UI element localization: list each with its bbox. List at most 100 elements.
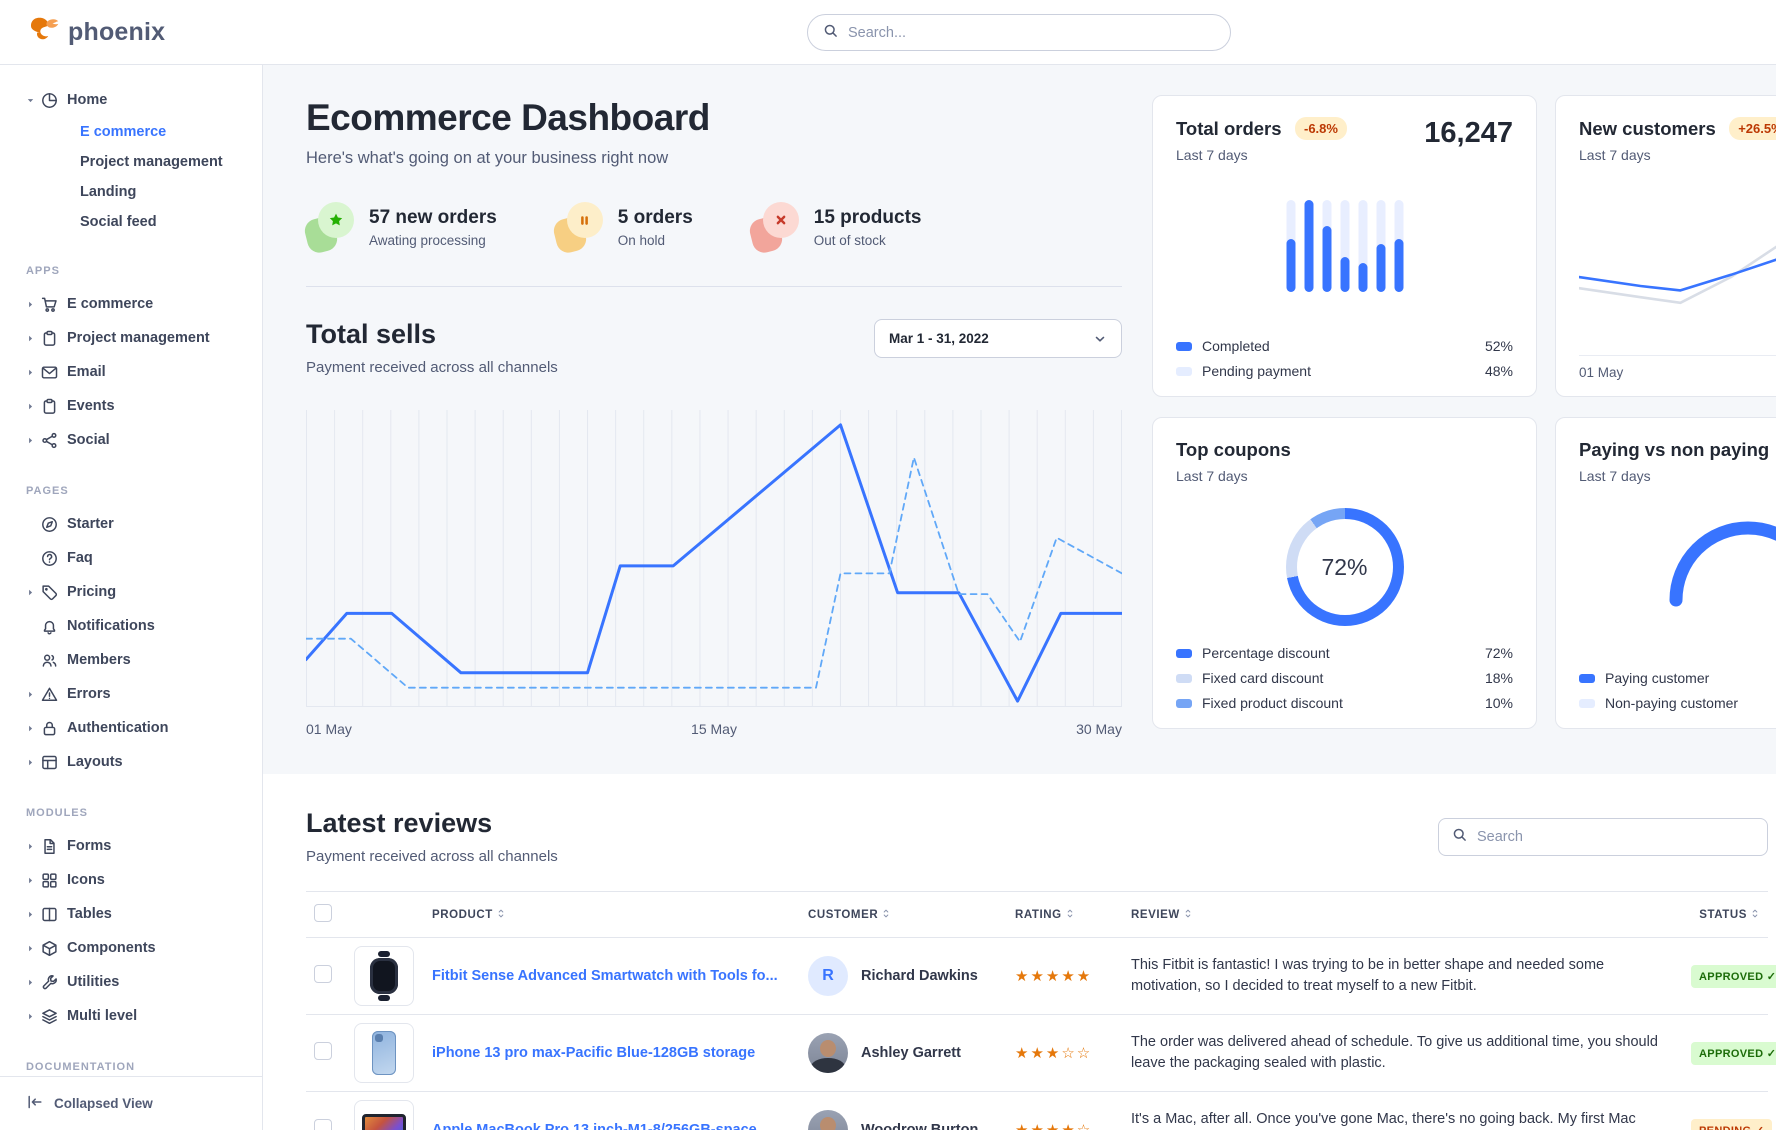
reviews-title: Latest reviews: [306, 808, 493, 838]
row-checkbox[interactable]: [314, 1118, 332, 1130]
product-image-tablet[interactable]: [354, 1100, 414, 1130]
avatar-photo[interactable]: [808, 1033, 848, 1073]
sidebar-item-social[interactable]: Social: [26, 423, 252, 457]
column-header-product[interactable]: PRODUCT: [424, 891, 800, 938]
caret-right-icon: [26, 1012, 41, 1021]
stat-5-orders: 5 orders On hold: [551, 202, 693, 256]
sidebar-item-tables[interactable]: Tables: [26, 897, 252, 931]
question-circle-icon: [41, 550, 67, 567]
avatar-photo[interactable]: [808, 1110, 848, 1130]
column-label: RATING: [1015, 908, 1062, 921]
sidebar-item-errors[interactable]: Errors: [26, 677, 252, 711]
sidebar-item-faq[interactable]: Faq: [26, 541, 252, 575]
caret-right-icon: [26, 588, 41, 597]
product-link[interactable]: Fitbit Sense Advanced Smartwatch with To…: [432, 968, 778, 984]
total-sells-chart: 01 May 15 May 30 May: [304, 410, 1124, 737]
new-customers-change-badge: +26.5%: [1729, 117, 1776, 140]
new-customers-title: New customers: [1579, 118, 1716, 139]
legend-swatch: [1579, 673, 1595, 683]
sidebar-item-multi-level[interactable]: Multi level: [26, 999, 252, 1033]
customer-name: Ashley Garrett: [861, 1045, 961, 1061]
sidebar-item-label: Project management: [67, 330, 210, 346]
row-checkbox[interactable]: [314, 964, 332, 983]
sidebar-item-home[interactable]: Home: [26, 83, 252, 117]
stat-value: 15 products: [813, 206, 922, 228]
status-badge: APPROVED ✓: [1691, 1041, 1776, 1065]
global-search[interactable]: [807, 14, 1231, 51]
card-top-coupons: Top coupons Last 7 days 72% Percentage d…: [1152, 417, 1537, 729]
new-customers-period: Last 7 days: [1579, 147, 1651, 163]
sidebar-item-forms[interactable]: Forms: [26, 829, 252, 863]
product-link[interactable]: Apple MacBook Pro 13 inch-M1-8/256GB-spa…: [432, 1122, 757, 1130]
sidebar-item-events[interactable]: Events: [26, 389, 252, 423]
sidebar-section-pages: PAGES: [26, 485, 69, 497]
column-header-status[interactable]: STATUS: [1683, 891, 1768, 938]
stat-caption: On hold: [617, 232, 666, 248]
sidebar-item-notifications[interactable]: Notifications: [26, 609, 252, 643]
sidebar-item-label: Utilities: [67, 974, 120, 990]
sidebar-item-pricing[interactable]: Pricing: [26, 575, 252, 609]
avatar-initial[interactable]: R: [808, 956, 848, 996]
order-bar: [1394, 200, 1403, 292]
sort-icon: [1065, 909, 1075, 922]
total-sells-x-axis: 01 May 15 May 30 May: [306, 721, 1122, 737]
total-orders-bar-chart: [1286, 200, 1403, 292]
sidebar-item-layouts[interactable]: Layouts: [26, 745, 252, 779]
rating-stars: ★★★★☆: [1015, 1121, 1093, 1130]
product-image-smartwatch[interactable]: [354, 946, 414, 1006]
sidebar-item-starter[interactable]: Starter: [26, 507, 252, 541]
sidebar-subitem-project-management[interactable]: Project management: [80, 154, 223, 170]
stats-row: 57 new orders Awating processing 5 orders O…: [302, 202, 1122, 256]
clipboard-icon: [41, 398, 67, 415]
sort-icon: [1750, 909, 1760, 922]
sidebar-subitem-landing[interactable]: Landing: [80, 184, 137, 200]
sidebar-subitem-social-feed[interactable]: Social feed: [80, 214, 157, 230]
select-all-checkbox[interactable]: [314, 904, 332, 922]
sidebar-item-members[interactable]: Members: [26, 643, 252, 677]
legend-value: 52%: [1484, 338, 1513, 354]
column-header-review[interactable]: REVIEW: [1123, 891, 1683, 938]
paying-title: Paying vs non paying: [1579, 439, 1770, 460]
top-navbar: phoenix: [0, 0, 1776, 65]
pause-stat-icon: [551, 202, 603, 256]
reviews-search[interactable]: [1438, 817, 1768, 856]
sidebar-item-icons[interactable]: Icons: [26, 863, 252, 897]
legend-fixed-product-discount: Fixed product discount 10%: [1176, 695, 1513, 711]
product-image-phone[interactable]: [354, 1023, 414, 1083]
collapse-view-toggle[interactable]: Collapsed View: [0, 1076, 262, 1130]
top-coupons-title: Top coupons: [1176, 439, 1291, 460]
sidebar-item-authentication[interactable]: Authentication: [26, 711, 252, 745]
phoenix-logo-icon: [28, 16, 59, 48]
order-bar: [1340, 200, 1349, 292]
column-header-rating[interactable]: RATING: [1007, 891, 1123, 938]
global-search-input[interactable]: [848, 24, 1215, 41]
new-customers-line-chart: [1577, 221, 1776, 338]
sidebar-item-email[interactable]: Email: [26, 355, 252, 389]
legend-value: 48%: [1484, 363, 1513, 379]
date-range-select[interactable]: Mar 1 - 31, 2022: [874, 319, 1122, 358]
column-header-customer[interactable]: CUSTOMER: [800, 891, 1007, 938]
sidebar-section-documentation: DOCUMENTATION: [26, 1061, 136, 1073]
stat-caption: Out of stock: [813, 232, 886, 248]
sidebar-item-label: Notifications: [67, 618, 155, 634]
date-range-value: Mar 1 - 31, 2022: [889, 331, 989, 346]
brand[interactable]: phoenix: [28, 16, 165, 48]
sidebar-item-project-management[interactable]: Project management: [26, 321, 252, 355]
caret-right-icon: [26, 300, 41, 309]
caret-right-icon: [26, 910, 41, 919]
status-badge: APPROVED ✓: [1691, 964, 1776, 988]
caret-right-icon: [26, 724, 41, 733]
sidebar-subitem-e-commerce[interactable]: E commerce: [80, 124, 167, 140]
reviews-search-input[interactable]: [1477, 828, 1754, 845]
sort-icon: [1183, 909, 1193, 922]
product-link[interactable]: iPhone 13 pro max-Pacific Blue-128GB sto…: [432, 1045, 756, 1061]
sidebar-item-utilities[interactable]: Utilities: [26, 965, 252, 999]
chevron-down-icon: [1093, 332, 1107, 346]
sidebar-item-components[interactable]: Components: [26, 931, 252, 965]
main-content: Ecommerce Dashboard Here's what's going …: [263, 65, 1776, 1130]
row-checkbox[interactable]: [314, 1041, 332, 1060]
sidebar-item-e-commerce[interactable]: E commerce: [26, 287, 252, 321]
legend-swatch: [1176, 366, 1192, 376]
brand-name: phoenix: [68, 17, 166, 46]
